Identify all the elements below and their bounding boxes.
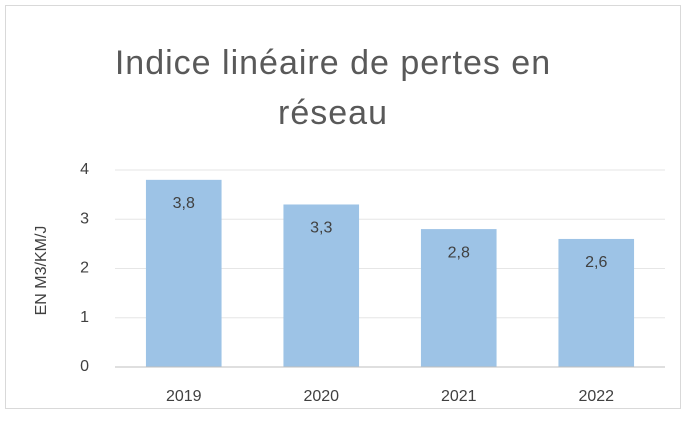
chart-frame bbox=[5, 5, 681, 409]
data-label: 2,6 bbox=[585, 254, 607, 271]
y-tick-label: 2 bbox=[80, 260, 89, 277]
y-tick-label: 0 bbox=[80, 358, 89, 375]
y-tick-label: 1 bbox=[80, 309, 89, 326]
data-label: 3,8 bbox=[173, 195, 195, 212]
x-tick-label: 2022 bbox=[578, 388, 614, 405]
y-tick-label: 3 bbox=[80, 210, 89, 227]
bar bbox=[558, 238, 635, 367]
x-tick-label: 2020 bbox=[303, 388, 339, 405]
data-label: 3,3 bbox=[310, 220, 332, 237]
data-label: 2,8 bbox=[448, 244, 470, 261]
y-tick-label: 4 bbox=[80, 161, 89, 178]
x-tick-label: 2019 bbox=[166, 388, 202, 405]
bar bbox=[145, 179, 222, 367]
chart-title: Indice linéaire de pertes en réseau bbox=[114, 44, 552, 132]
bar bbox=[420, 229, 497, 367]
y-axis-label: EN M3/KM/J bbox=[33, 226, 50, 316]
bar bbox=[283, 204, 360, 367]
x-tick-label: 2021 bbox=[441, 388, 477, 405]
